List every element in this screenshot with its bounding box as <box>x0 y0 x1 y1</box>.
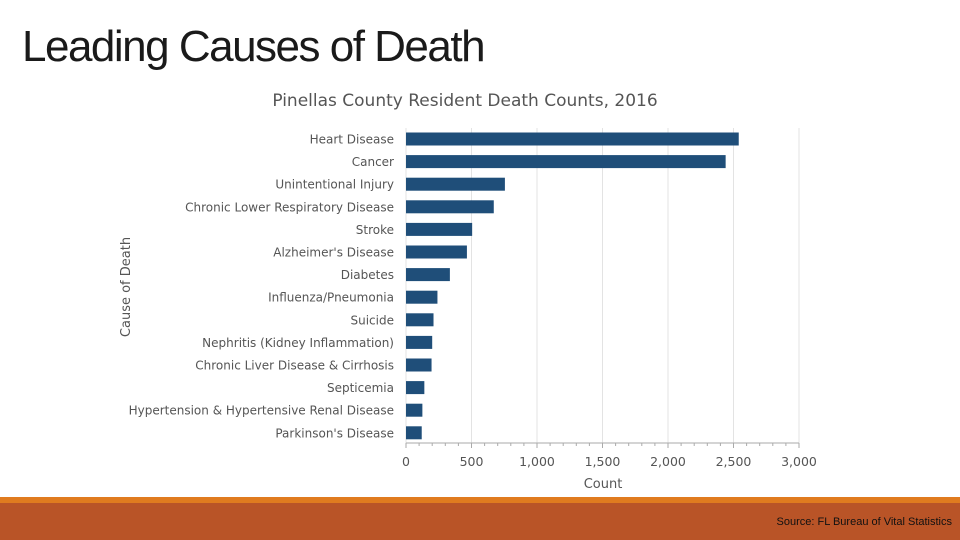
bar <box>406 245 467 259</box>
category-label: Alzheimer's Disease <box>273 246 394 260</box>
x-tick-label: 1,500 <box>585 454 621 469</box>
x-tick-label: 2,000 <box>650 454 686 469</box>
footer-accent-stripe <box>0 497 960 503</box>
footer-bar <box>0 503 960 540</box>
bar <box>406 132 739 146</box>
bar <box>406 381 425 395</box>
category-label: Chronic Lower Respiratory Disease <box>185 200 394 214</box>
category-label: Unintentional Injury <box>275 178 394 192</box>
bar <box>406 155 726 169</box>
bar-chart: Pinellas County Resident Death Counts, 2… <box>119 91 817 492</box>
category-label: Influenza/Pneumonia <box>268 291 394 305</box>
y-axis-label: Cause of Death <box>119 237 134 337</box>
bar <box>406 313 434 327</box>
x-tick-label: 3,000 <box>781 454 817 469</box>
category-label: Septicemia <box>327 381 394 395</box>
bar <box>406 290 438 304</box>
bar <box>406 200 494 214</box>
x-tick-label: 0 <box>402 454 410 469</box>
x-tick-label: 2,500 <box>716 454 752 469</box>
bar <box>406 222 473 236</box>
category-label: Chronic Liver Disease & Cirrhosis <box>195 359 394 373</box>
bar <box>406 268 450 282</box>
chart-title: Pinellas County Resident Death Counts, 2… <box>272 91 657 111</box>
category-label: Diabetes <box>341 268 394 282</box>
x-tick-label: 1,000 <box>519 454 555 469</box>
bar <box>406 403 423 417</box>
category-label: Cancer <box>352 155 394 169</box>
category-label: Suicide <box>351 313 395 327</box>
category-label: Parkinson's Disease <box>275 426 394 440</box>
category-label: Nephritis (Kidney Inflammation) <box>202 336 394 350</box>
bar <box>406 335 433 349</box>
bar <box>406 358 432 372</box>
bars <box>406 132 739 440</box>
source-note: Source: FL Bureau of Vital Statistics <box>776 516 952 528</box>
category-labels: Heart Disease Cancer Unintentional Injury C… <box>129 133 394 441</box>
x-axis-label: Count <box>584 477 623 492</box>
bar <box>406 177 505 191</box>
bar <box>406 426 422 440</box>
x-axis: 0 500 1,000 1,500 2,000 2,500 3,000 <box>402 442 817 469</box>
category-label: Heart Disease <box>310 133 394 147</box>
x-tick-label: 500 <box>460 454 484 469</box>
slide-title: Leading Causes of Death <box>22 22 486 71</box>
grid-lines <box>405 128 800 443</box>
category-label: Hypertension & Hypertensive Renal Diseas… <box>129 404 394 418</box>
category-label: Stroke <box>356 223 394 237</box>
